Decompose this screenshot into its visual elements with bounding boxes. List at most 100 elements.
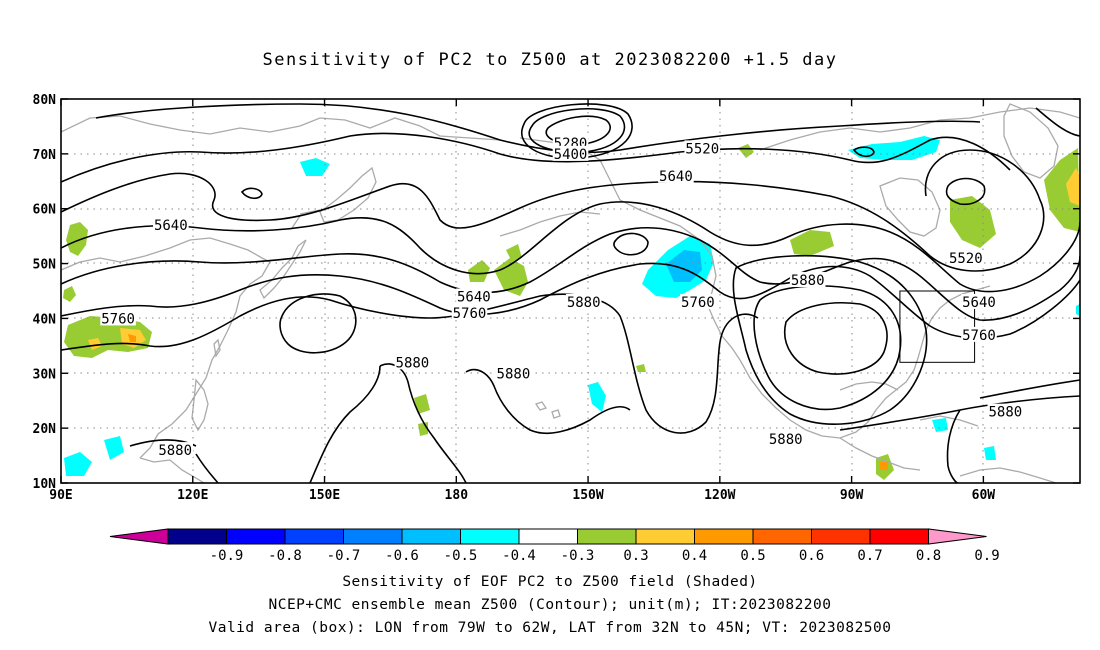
contour-line xyxy=(852,146,875,158)
negative-region xyxy=(848,136,940,160)
contour-label-bg xyxy=(394,354,431,370)
contour-label: 5400 xyxy=(554,147,588,163)
contour-label: 5760 xyxy=(962,328,996,344)
negative-region xyxy=(104,436,124,460)
x-tick-label: 90E xyxy=(49,488,72,503)
coastline-japan xyxy=(259,239,307,300)
colorbar-swatch xyxy=(577,528,637,545)
colorbar-label: -0.9 xyxy=(210,548,244,564)
positive-region xyxy=(414,394,430,414)
contour-label: 5880 xyxy=(769,432,803,448)
positive-region xyxy=(1044,148,1080,232)
contour-label-bg xyxy=(789,272,826,288)
colorbar-swatch xyxy=(869,528,929,545)
colorbar-swatch xyxy=(518,528,578,545)
positive-region-orange xyxy=(1066,168,1080,206)
contour-label-bg xyxy=(987,403,1024,419)
negative-region xyxy=(588,382,606,412)
colorbar-low-end xyxy=(109,528,169,545)
coastline-philippines xyxy=(191,378,209,432)
contour-label-bg xyxy=(456,288,492,304)
contour-label: 5880 xyxy=(567,295,601,311)
coastline-alaska xyxy=(519,137,741,361)
colorbar-swatch xyxy=(343,528,403,545)
y-tick-label: 70N xyxy=(33,148,57,163)
y-tick-label: 60N xyxy=(33,203,57,218)
contour-line xyxy=(61,149,1045,272)
contour-line xyxy=(1035,107,1080,137)
contour-line xyxy=(195,453,219,483)
contour-line xyxy=(753,285,902,411)
contour-line xyxy=(61,226,1080,321)
y-tick-label: 20N xyxy=(33,422,57,437)
positive-region xyxy=(63,286,76,302)
colorbar-swatch xyxy=(226,528,286,545)
negative-region xyxy=(300,158,330,176)
caption-contour: NCEP+CMC ensemble mean Z500 (Contour); u… xyxy=(268,597,832,613)
colorbar-swatch xyxy=(752,528,812,545)
coastline-gulf xyxy=(839,381,899,391)
contour-label-bg xyxy=(684,140,721,156)
negative-region xyxy=(932,418,948,432)
coastline-hudson xyxy=(879,177,941,237)
contour-label: 5760 xyxy=(681,295,715,311)
coastline-kamchatka xyxy=(319,166,377,223)
y-tick-label: 80N xyxy=(33,93,57,108)
negative-region xyxy=(1076,304,1080,316)
contour-label-bg xyxy=(565,293,602,309)
y-tick-label: 50N xyxy=(33,258,57,273)
contour-label-bg xyxy=(552,145,589,161)
contour-line xyxy=(613,232,649,256)
colorbar-swatch xyxy=(694,528,754,545)
contour-line xyxy=(979,379,1080,399)
contour-line xyxy=(732,254,928,425)
colorbar-swatch xyxy=(635,528,695,545)
contour-label: 5640 xyxy=(659,169,693,185)
contour-label: 5880 xyxy=(396,355,430,371)
coastline-hawaii xyxy=(534,401,561,419)
colorbar-swatch xyxy=(284,528,344,545)
positive-region xyxy=(636,364,646,372)
contour-label: 5760 xyxy=(101,311,135,327)
contour-label-bg xyxy=(451,304,488,320)
coastline-south-america xyxy=(959,467,1057,483)
y-tick-label: 10N xyxy=(33,477,57,492)
contour-line xyxy=(528,107,626,153)
colorbar-label: -0.8 xyxy=(268,548,302,564)
contour-label: 5640 xyxy=(154,218,188,234)
contour-label-bg xyxy=(157,442,193,458)
negative-region xyxy=(64,452,92,476)
positive-region-orange xyxy=(880,462,888,470)
contour-label-bg xyxy=(680,293,716,309)
contour-label-bg xyxy=(153,217,189,233)
coastline-asia xyxy=(61,115,501,141)
contour-line xyxy=(61,262,1080,339)
coastline-aleutians xyxy=(499,211,601,237)
colorbar-swatch xyxy=(811,528,871,545)
contour-label-bg xyxy=(767,431,804,447)
contour-line xyxy=(61,132,1011,183)
positive-region xyxy=(738,144,754,158)
contour-line xyxy=(61,201,1080,293)
contour-label: 5640 xyxy=(962,295,996,311)
coastline-north-america xyxy=(739,285,991,439)
colorbar-label: 0.9 xyxy=(974,548,999,564)
contour-label-bg xyxy=(100,310,136,326)
x-tick-label: 150W xyxy=(572,488,603,503)
coastline-sea-of-okhotsk xyxy=(291,209,321,229)
x-tick-label: 120E xyxy=(177,488,208,503)
positive-region-orange xyxy=(88,338,102,350)
coastline-indochina xyxy=(139,457,205,483)
contour-line xyxy=(279,293,357,354)
contour-line xyxy=(783,302,888,375)
coastline-taiwan xyxy=(213,338,221,358)
contour-label-bg xyxy=(495,365,532,381)
coastlines xyxy=(61,103,1080,483)
z500-contours xyxy=(61,103,1080,483)
positive-region xyxy=(66,222,88,256)
colorbar-label: 0.5 xyxy=(740,548,765,564)
contour-line xyxy=(521,103,633,159)
coastline-arctic-canada xyxy=(759,107,1080,151)
colorbar-label: -0.7 xyxy=(327,548,361,564)
